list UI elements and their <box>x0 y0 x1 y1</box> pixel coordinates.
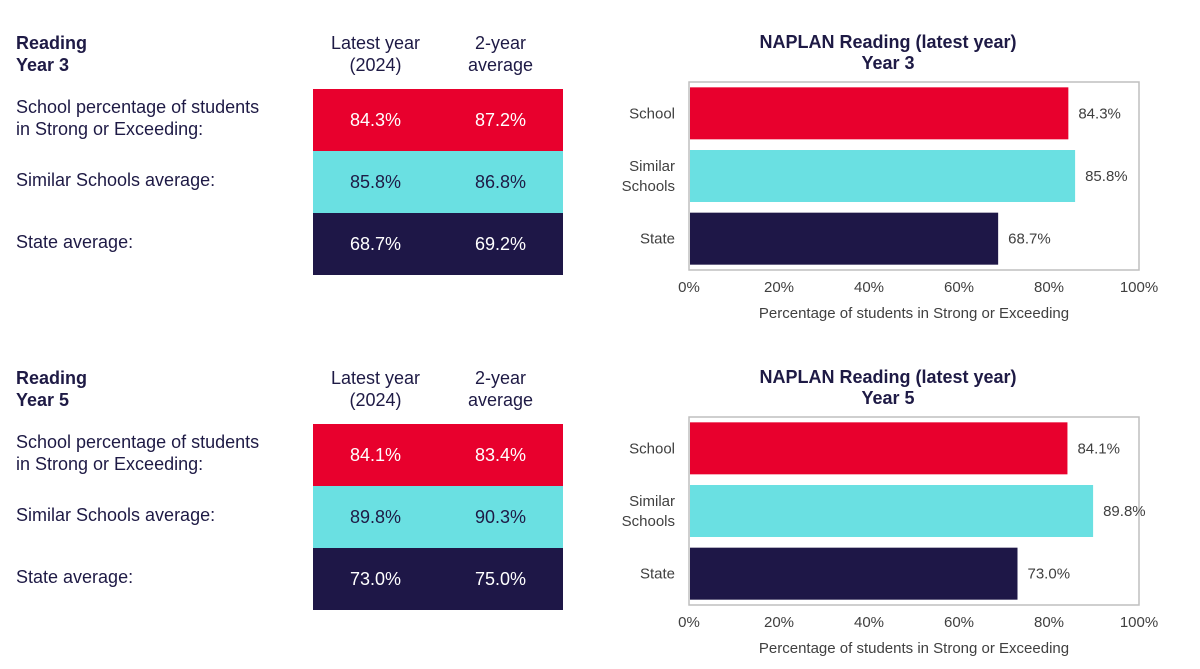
year5-section: Reading Year 5 Latest year (2024) 2-year… <box>0 335 1200 669</box>
col-header-average-line1: 2-year <box>474 33 527 53</box>
category-label-state: State <box>640 231 675 248</box>
bar-chart: 84.1% School 89.8% Similar Schools 73.0% State… <box>622 416 1158 657</box>
value-label-school: 84.3% <box>1078 105 1121 122</box>
x-tick-label: 100% <box>1120 279 1158 296</box>
chart-title-line1: NAPLAN Reading (latest year) <box>759 32 1017 52</box>
plot-frame <box>688 416 1140 606</box>
x-tick-label: 60% <box>944 614 974 631</box>
row-label-school: School percentage of students in Strong … <box>16 431 259 475</box>
x-tick-label: 0% <box>678 279 700 296</box>
bar-state <box>690 547 1018 600</box>
cell-state-average: 69.2% <box>438 213 563 275</box>
bar-state <box>690 212 999 265</box>
value-label-similar: 89.8% <box>1103 503 1146 520</box>
table-title: Reading Year 3 <box>16 32 87 76</box>
x-tick-label: 0% <box>678 614 700 631</box>
category-label-state: State <box>640 566 675 583</box>
x-tick-label: 60% <box>944 279 974 296</box>
bar-similar <box>690 150 1076 202</box>
bar-chart: 84.3% School 85.8% Similar Schools 68.7% State… <box>622 81 1158 322</box>
row-label-school-line1: School percentage of students <box>16 97 260 117</box>
x-axis-title: Percentage of students in Strong or Exce… <box>759 305 1069 322</box>
row-label-school: School percentage of students in Strong … <box>16 96 259 140</box>
category-label-school: School <box>629 440 675 457</box>
value-label-state: 73.0% <box>1028 566 1071 583</box>
category-label-similar: Similar Schools <box>622 158 675 195</box>
value-label-similar: 85.8% <box>1085 168 1128 185</box>
category-label-similar: Similar Schools <box>622 493 675 530</box>
col-header-latest-line2: (2024) <box>349 55 402 75</box>
row-label-school-line1: School percentage of students <box>16 432 260 452</box>
col-header-average-line2: average <box>467 390 534 410</box>
col-header-average: 2-year average <box>438 32 563 76</box>
x-tick-label: 80% <box>1034 279 1064 296</box>
col-header-latest-line2: (2024) <box>349 390 402 410</box>
cell-similar-average: 86.8% <box>438 151 563 213</box>
x-tick-label: 80% <box>1034 614 1064 631</box>
x-tick-label: 20% <box>764 279 794 296</box>
chart-title: NAPLAN Reading (latest year) Year 5 <box>688 367 1088 409</box>
table-title-line2: Year 5 <box>16 390 70 410</box>
cell-similar-latest: 85.8% <box>313 151 438 213</box>
chart-title-line2: Year 3 <box>861 53 915 73</box>
bar-school <box>690 422 1068 475</box>
col-header-latest: Latest year (2024) <box>313 32 438 76</box>
col-header-latest-line1: Latest year <box>330 368 421 388</box>
col-header-average: 2-year average <box>438 367 563 411</box>
row-label-similar: Similar Schools average: <box>16 170 216 190</box>
cell-state-latest: 73.0% <box>313 548 438 610</box>
col-header-average-line2: average <box>467 55 534 75</box>
cell-school-latest: 84.3% <box>313 89 438 151</box>
cell-school-average: 83.4% <box>438 424 563 486</box>
col-header-latest-line1: Latest year <box>330 33 421 53</box>
table-title-line2: Year 3 <box>16 55 70 75</box>
value-label-state: 68.7% <box>1008 231 1051 248</box>
cell-state-latest: 68.7% <box>313 213 438 275</box>
x-tick-label: 100% <box>1120 614 1158 631</box>
bar-school <box>690 87 1069 140</box>
x-axis-title: Percentage of students in Strong or Exce… <box>759 640 1069 657</box>
plot-frame <box>688 81 1140 271</box>
row-label-state: State average: <box>16 567 134 587</box>
x-tick-label: 40% <box>854 279 884 296</box>
year3-section: Reading Year 3 Latest year (2024) 2-year… <box>0 0 1200 334</box>
cell-state-average: 75.0% <box>438 548 563 610</box>
row-label-state: State average: <box>16 232 134 252</box>
row-label-similar: Similar Schools average: <box>16 505 216 525</box>
col-header-average-line1: 2-year <box>474 368 527 388</box>
cell-similar-latest: 89.8% <box>313 486 438 548</box>
row-label-school-line2: in Strong or Exceeding: <box>16 454 204 474</box>
chart-title: NAPLAN Reading (latest year) Year 3 <box>688 32 1088 74</box>
table-title: Reading Year 5 <box>16 367 87 411</box>
cell-school-latest: 84.1% <box>313 424 438 486</box>
x-tick-label: 40% <box>854 614 884 631</box>
col-header-latest: Latest year (2024) <box>313 367 438 411</box>
bar-similar <box>690 485 1094 537</box>
chart-title-line1: NAPLAN Reading (latest year) <box>759 367 1017 387</box>
table-title-line1: Reading <box>16 368 88 388</box>
x-tick-label: 20% <box>764 614 794 631</box>
cell-similar-average: 90.3% <box>438 486 563 548</box>
cell-school-average: 87.2% <box>438 89 563 151</box>
table-title-line1: Reading <box>16 33 88 53</box>
value-label-school: 84.1% <box>1077 440 1120 457</box>
chart-title-line2: Year 5 <box>861 388 915 408</box>
category-label-school: School <box>629 105 675 122</box>
row-label-school-line2: in Strong or Exceeding: <box>16 119 204 139</box>
